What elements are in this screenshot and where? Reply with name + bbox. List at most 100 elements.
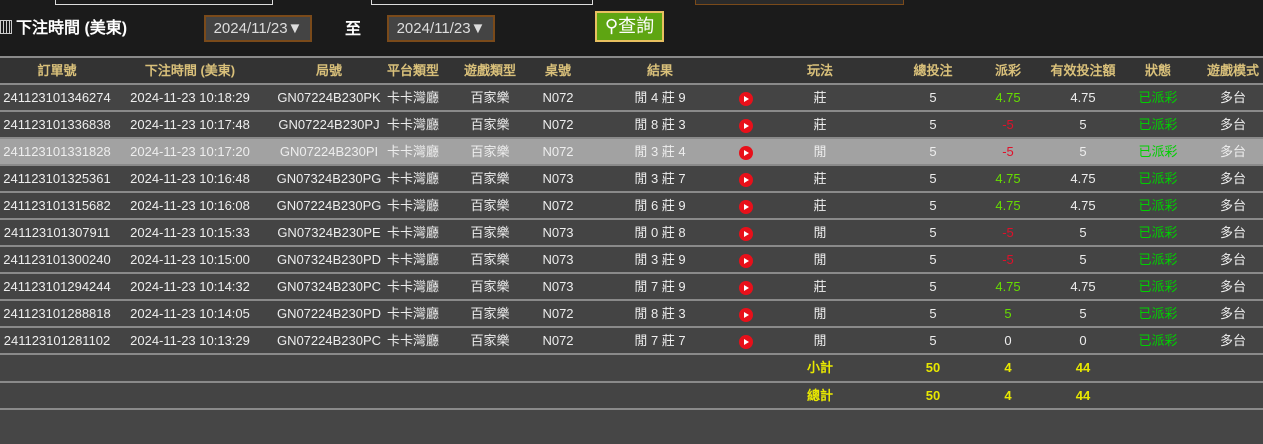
play-video-icon[interactable] <box>730 301 762 326</box>
text-input-1[interactable] <box>55 0 273 5</box>
play-icon[interactable] <box>739 145 753 160</box>
play-icon[interactable] <box>739 172 753 187</box>
cell-order: 241123101346274 <box>3 90 111 105</box>
grand_total-payout: 4 <box>1004 388 1012 403</box>
cell-time: 2024-11-23 10:16:48 <box>130 171 250 186</box>
play-video-icon[interactable] <box>730 166 762 191</box>
cell-platform: 卡卡灣廳 <box>386 90 439 105</box>
cell-bet: 閒 <box>813 333 827 348</box>
play-video-icon[interactable] <box>730 193 762 218</box>
date-from-select[interactable]: 2024/11/23▼ <box>204 15 312 42</box>
play-icon[interactable] <box>739 199 753 214</box>
table-row[interactable]: 241123101307911 2024-11-23 10:15:33 GN0732… <box>0 218 1263 245</box>
cell-round: GN07224B230PI <box>279 144 379 159</box>
cell-mode: 多台 <box>1219 333 1246 348</box>
header-9: 總投注 <box>913 63 953 78</box>
cell-mode: 多台 <box>1219 279 1246 294</box>
table-row[interactable]: 241123101325361 2024-11-23 10:16:48 GN0732… <box>0 164 1263 191</box>
cell-mode: 多台 <box>1219 198 1246 213</box>
cell-table: N072 <box>542 144 574 159</box>
cell-platform: 卡卡灣廳 <box>386 144 439 159</box>
play-video-icon[interactable] <box>730 274 762 299</box>
header-8: 玩法 <box>806 63 833 78</box>
play-video-icon[interactable] <box>730 112 762 137</box>
query-button[interactable]: ⚲查詢 <box>595 11 664 42</box>
cell-game: 百家樂 <box>470 333 510 348</box>
play-video-icon[interactable] <box>730 220 762 245</box>
header-0: 訂單號 <box>37 63 77 78</box>
select-input[interactable] <box>695 0 904 5</box>
cell-table: N073 <box>542 279 574 294</box>
play-video-icon[interactable] <box>730 247 762 272</box>
cell-platform: 卡卡灣廳 <box>386 225 439 240</box>
cell-status: 已派彩 <box>1138 117 1178 132</box>
table-row[interactable]: 241123101300240 2024-11-23 10:15:00 GN0732… <box>0 245 1263 272</box>
grand_total-total-bet: 50 <box>925 388 941 403</box>
cell-total: 5 <box>929 333 937 348</box>
cell-result: 閒 6 莊 9 <box>634 198 686 213</box>
table-row[interactable]: 241123101336838 2024-11-23 10:17:48 GN0722… <box>0 110 1263 137</box>
subtotal-label: 小計 <box>806 360 833 375</box>
cell-time: 2024-11-23 10:17:48 <box>130 117 250 132</box>
cell-total: 5 <box>929 198 937 213</box>
cell-payout: -5 <box>1002 225 1014 240</box>
play-icon[interactable] <box>739 91 753 106</box>
date-to-select[interactable]: 2024/11/23▼ <box>387 15 495 42</box>
cell-order: 241123101288818 <box>3 306 111 321</box>
play-icon[interactable] <box>739 253 753 268</box>
play-video-icon[interactable] <box>730 328 762 353</box>
table-row[interactable]: 241123101288818 2024-11-23 10:14:05 GN0722… <box>0 299 1263 326</box>
play-video-icon[interactable] <box>730 139 762 164</box>
play-icon[interactable] <box>739 118 753 133</box>
cell-payout: -5 <box>1002 144 1014 159</box>
cell-order: 241123101336838 <box>3 117 111 132</box>
table-row[interactable]: 241123101281102 2024-11-23 10:13:29 GN0722… <box>0 326 1263 353</box>
cell-result: 閒 8 莊 3 <box>634 117 686 132</box>
cell-table: N072 <box>542 333 574 348</box>
header-12: 狀態 <box>1144 63 1171 78</box>
cell-valid: 4.75 <box>1070 90 1096 105</box>
play-icon[interactable] <box>739 307 753 322</box>
play-video-icon[interactable] <box>730 85 762 110</box>
table-row[interactable]: 241123101346274 2024-11-23 10:18:29 GN0722… <box>0 83 1263 110</box>
play-icon[interactable] <box>739 226 753 241</box>
cell-status: 已派彩 <box>1138 306 1178 321</box>
cell-status: 已派彩 <box>1138 171 1178 186</box>
cell-platform: 卡卡灣廳 <box>386 279 439 294</box>
subtotal-valid-bet: 44 <box>1075 360 1091 375</box>
cell-status: 已派彩 <box>1138 90 1178 105</box>
cell-platform: 卡卡灣廳 <box>386 333 439 348</box>
cell-game: 百家樂 <box>470 171 510 186</box>
subtotal-payout: 4 <box>1004 360 1012 375</box>
table-bottom-border <box>0 408 1263 410</box>
calendar-icon <box>0 20 12 34</box>
play-icon[interactable] <box>739 280 753 295</box>
table-row[interactable]: 241123101315682 2024-11-23 10:16:08 GN0722… <box>0 191 1263 218</box>
subtotal-row: 小計 50 4 44 <box>0 353 1263 380</box>
header-2: 局號 <box>315 63 342 78</box>
search-icon: ⚲ <box>604 16 619 36</box>
cell-mode: 多台 <box>1219 252 1246 267</box>
header-11: 有效投注額 <box>1050 63 1116 78</box>
cell-table: N073 <box>542 225 574 240</box>
cell-valid: 5 <box>1079 225 1087 240</box>
cell-game: 百家樂 <box>470 252 510 267</box>
bet-time-label: 下注時間 (美東) <box>16 20 128 37</box>
header-5: 桌號 <box>544 63 571 78</box>
play-icon[interactable] <box>739 334 753 349</box>
table-row[interactable]: 241123101331828 2024-11-23 10:17:20 GN0722… <box>0 137 1263 164</box>
cell-payout: 5 <box>1004 306 1012 321</box>
cell-game: 百家樂 <box>470 306 510 321</box>
text-input-2[interactable] <box>371 0 593 5</box>
cell-total: 5 <box>929 117 937 132</box>
cell-result: 閒 3 莊 4 <box>634 144 686 159</box>
cell-platform: 卡卡灣廳 <box>386 171 439 186</box>
cell-round: GN07324B230PC <box>276 279 382 294</box>
cell-valid: 4.75 <box>1070 171 1096 186</box>
cell-total: 5 <box>929 279 937 294</box>
filter-bar: 下注時間 (美東) 2024/11/23▼ 至 2024/11/23▼ ⚲查詢 <box>0 0 1263 56</box>
cell-result: 閒 7 莊 7 <box>634 333 686 348</box>
cell-time: 2024-11-23 10:15:33 <box>130 225 250 240</box>
cell-valid: 4.75 <box>1070 279 1096 294</box>
table-row[interactable]: 241123101294244 2024-11-23 10:14:32 GN0732… <box>0 272 1263 299</box>
